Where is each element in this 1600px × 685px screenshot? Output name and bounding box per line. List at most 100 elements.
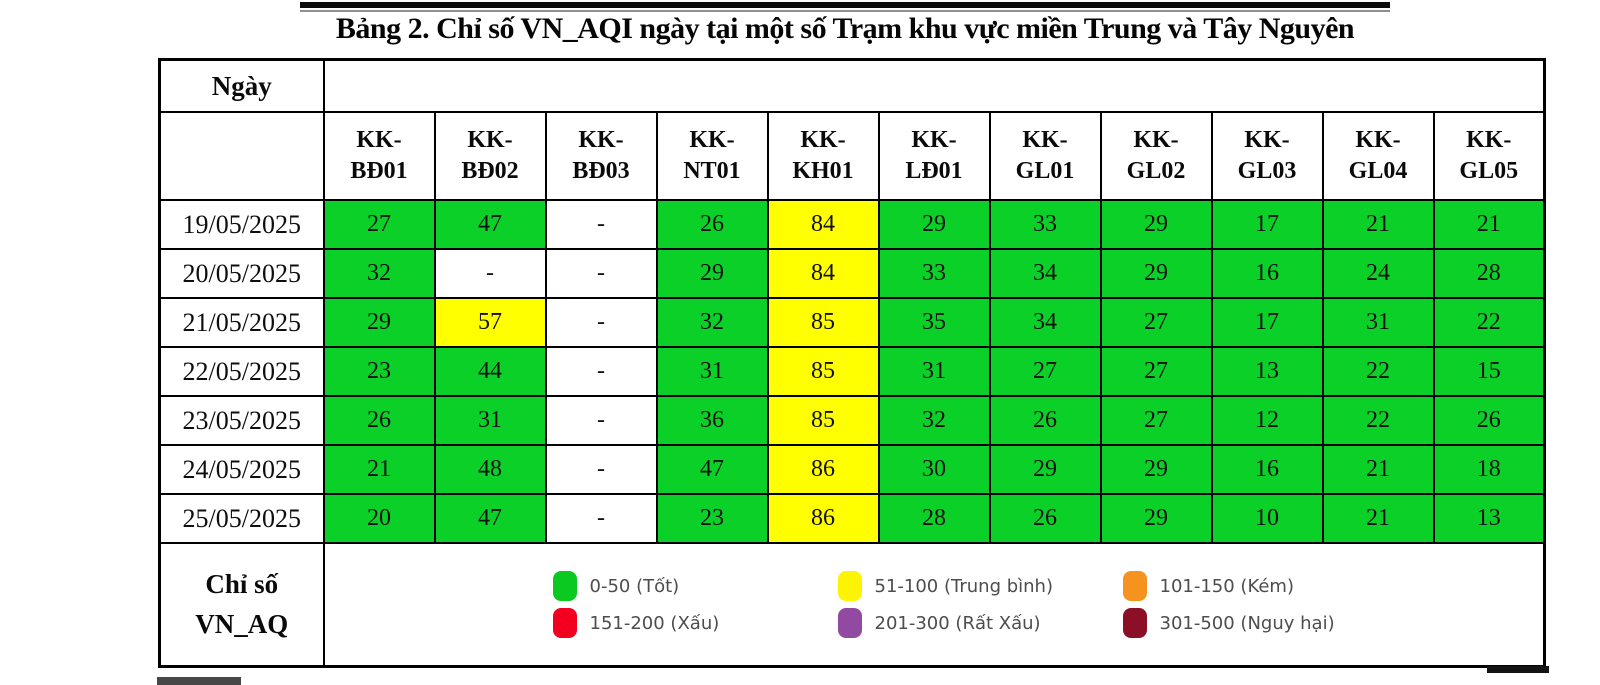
aqi-value-cell: 30 xyxy=(877,444,991,495)
legend-item: 301-500 (Nguy hại) xyxy=(1122,608,1335,638)
aqi-value-cell: - xyxy=(544,199,658,250)
aqi-value-cell: 84 xyxy=(766,248,880,299)
legend-header-line1: Chỉ số xyxy=(205,569,279,600)
aqi-value-cell: 27 xyxy=(1099,395,1213,446)
aqi-value-cell: 13 xyxy=(1432,493,1546,544)
aqi-value-cell: 13 xyxy=(1210,346,1324,397)
aqi-value-cell: 22 xyxy=(1321,395,1435,446)
aqi-value-cell: - xyxy=(544,444,658,495)
legend-color-swatch-icon xyxy=(837,571,862,601)
station-header-KK-LĐ01: KK- LĐ01 xyxy=(877,111,991,201)
aqi-value-cell: 12 xyxy=(1210,395,1324,446)
aqi-value-cell: 29 xyxy=(1099,199,1213,250)
station-header-KK-KH01: KK- KH01 xyxy=(766,111,880,201)
aqi-value-cell: 18 xyxy=(1432,444,1546,495)
station-header-KK-NT01: KK- NT01 xyxy=(655,111,769,201)
aqi-value-cell: 47 xyxy=(433,493,547,544)
table-row: 24/05/2025 21 48-47 86 30 29 29 16 21 18 xyxy=(158,444,1546,495)
legend-range-label: 101-150 (Kém) xyxy=(1159,575,1295,597)
table-row: 19/05/2025 27 47-26 84 29 33 29 17 21 21 xyxy=(158,199,1546,250)
aqi-value-cell: 29 xyxy=(1099,248,1213,299)
aqi-value-cell: 21 xyxy=(322,444,436,495)
aqi-value-cell: 27 xyxy=(988,346,1102,397)
aqi-value-cell: - xyxy=(433,248,547,299)
date-column-header: Ngày xyxy=(158,58,325,113)
aqi-value-cell: 34 xyxy=(988,297,1102,348)
aqi-value-cell: 10 xyxy=(1210,493,1324,544)
aqi-value-cell: 31 xyxy=(1321,297,1435,348)
station-header-KK-GL05: KK- GL05 xyxy=(1432,111,1546,201)
table-row: 23/05/2025 26 31-36 85 32 26 27 12 22 26 xyxy=(158,395,1546,446)
aqi-value-cell: 16 xyxy=(1210,444,1324,495)
legend-header-line2: VN_AQ xyxy=(195,608,289,639)
aqi-value-cell: 16 xyxy=(1210,248,1324,299)
legend-row-header: Chỉ số VN_AQ xyxy=(158,542,325,668)
table-row: 22/05/2025 23 44-31 85 31 27 27 13 22 15 xyxy=(158,346,1546,397)
aqi-value-cell: 32 xyxy=(877,395,991,446)
aqi-value-cell: 21 xyxy=(1321,493,1435,544)
station-header-KK-GL04: KK- GL04 xyxy=(1321,111,1435,201)
aqi-value-cell: 26 xyxy=(655,199,769,250)
legend-color-swatch-icon xyxy=(1122,608,1147,638)
aqi-value-cell: 17 xyxy=(1210,199,1324,250)
aqi-table: Ngày KK- BĐ01 KK- BĐ02 KK- BĐ03 KK- NT01 KK- KH01… xyxy=(158,58,1546,668)
cropped-content-artifact-left xyxy=(157,677,241,685)
aqi-value-cell: 26 xyxy=(988,493,1102,544)
aqi-value-cell: 29 xyxy=(1099,444,1213,495)
legend-cell: 0-50 (Tốt) 51-100 (Trung bình) 101-150 (Ké… xyxy=(322,542,1546,668)
aqi-value-cell: 31 xyxy=(433,395,547,446)
date-cell: 20/05/2025 xyxy=(158,248,325,299)
date-cell: 19/05/2025 xyxy=(158,199,325,250)
aqi-value-cell: 85 xyxy=(766,297,880,348)
aqi-value-cell: 27 xyxy=(1099,297,1213,348)
aqi-value-cell: 29 xyxy=(322,297,436,348)
legend-range-label: 201-300 (Rất Xấu) xyxy=(874,612,1041,634)
table-row: 21/05/2025 29 57-32 85 35 34 27 17 31 22 xyxy=(158,297,1546,348)
aqi-value-cell: 48 xyxy=(433,444,547,495)
aqi-value-cell: - xyxy=(544,346,658,397)
caption-top-rule-shadow xyxy=(300,10,1390,12)
table-row: 25/05/2025 20 47-23 86 28 26 29 10 21 13 xyxy=(158,493,1546,544)
aqi-value-cell: 33 xyxy=(988,199,1102,250)
aqi-value-cell: 22 xyxy=(1321,346,1435,397)
header-row-date: Ngày xyxy=(158,58,1546,113)
aqi-value-cell: 17 xyxy=(1210,297,1324,348)
aqi-value-cell: 84 xyxy=(766,199,880,250)
aqi-value-cell: 26 xyxy=(988,395,1102,446)
aqi-value-cell: 29 xyxy=(988,444,1102,495)
aqi-value-cell: 86 xyxy=(766,493,880,544)
aqi-value-cell: 29 xyxy=(877,199,991,250)
aqi-value-cell: 36 xyxy=(655,395,769,446)
legend-row: Chỉ số VN_AQ 0-50 (Tốt) 51-100 (Trung bìn… xyxy=(158,542,1546,668)
legend-range-label: 151-200 (Xấu) xyxy=(589,612,720,634)
aqi-value-cell: 23 xyxy=(655,493,769,544)
legend-color-swatch-icon xyxy=(552,608,577,638)
station-header-KK-BĐ02: KK- BĐ02 xyxy=(433,111,547,201)
aqi-value-cell: 35 xyxy=(877,297,991,348)
legend-grid: 0-50 (Tốt) 51-100 (Trung bình) 101-150 (Ké… xyxy=(326,571,1543,638)
aqi-value-cell: 86 xyxy=(766,444,880,495)
stations-group-empty-cell xyxy=(322,58,1546,113)
aqi-value-cell: 26 xyxy=(1432,395,1546,446)
legend-item: 151-200 (Xấu) xyxy=(552,608,720,638)
legend-color-swatch-icon xyxy=(837,608,862,638)
cropped-content-artifact-right xyxy=(1487,666,1549,673)
legend-item: 201-300 (Rất Xấu) xyxy=(837,608,1041,638)
aqi-value-cell: 28 xyxy=(1432,248,1546,299)
legend-item: 0-50 (Tốt) xyxy=(552,571,679,601)
aqi-value-cell: 27 xyxy=(322,199,436,250)
aqi-value-cell: 21 xyxy=(1432,199,1546,250)
aqi-value-cell: - xyxy=(544,248,658,299)
aqi-value-cell: 27 xyxy=(1099,346,1213,397)
aqi-value-cell: 29 xyxy=(655,248,769,299)
date-cell: 24/05/2025 xyxy=(158,444,325,495)
date-cell: 21/05/2025 xyxy=(158,297,325,348)
station-header-KK-BĐ01: KK- BĐ01 xyxy=(322,111,436,201)
legend-range-label: 51-100 (Trung bình) xyxy=(874,575,1053,597)
aqi-value-cell: 32 xyxy=(322,248,436,299)
aqi-value-cell: 20 xyxy=(322,493,436,544)
table-caption: Bảng 2. Chỉ số VN_AQI ngày tại một số Tr… xyxy=(335,12,1355,45)
corner-empty-cell xyxy=(158,111,325,201)
aqi-value-cell: 21 xyxy=(1321,199,1435,250)
